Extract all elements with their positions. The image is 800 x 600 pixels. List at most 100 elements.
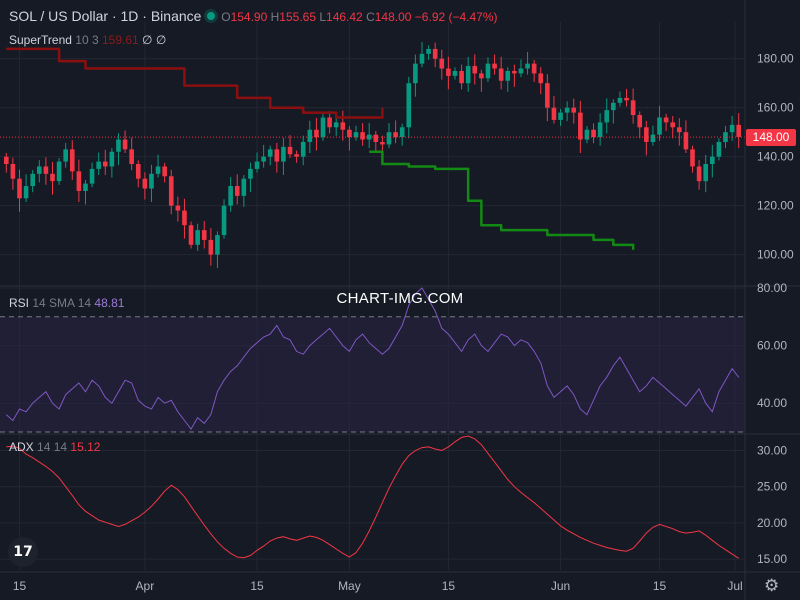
candle-body (340, 122, 346, 130)
candle-body (578, 112, 583, 140)
candle-body (360, 132, 365, 140)
candle-body (294, 154, 299, 157)
rsi-line (5, 287, 740, 431)
rsi-name: RSI (9, 296, 30, 310)
adx-tick-label: 25.00 (757, 480, 787, 494)
price-tick-label: 140.00 (757, 150, 794, 164)
rsi-tick-label: 40.00 (757, 396, 787, 410)
candle-body (617, 97, 623, 103)
rsi-legend[interactable]: RSI 14 SMA 14 48.81 (9, 296, 124, 310)
candle-body (657, 117, 662, 135)
x-tick-label: 15 (442, 579, 456, 593)
chart-legend-header: SOL / US Dollar · 1D · Binance O154.90 H… (9, 8, 498, 24)
candle-body (512, 70, 517, 74)
candle-body (287, 146, 293, 155)
candle-body (122, 139, 128, 150)
candle-body (129, 149, 134, 165)
candle-body (36, 166, 42, 174)
x-tick-label: 15 (653, 579, 667, 593)
candle-body (525, 63, 530, 69)
candle-body (485, 63, 491, 79)
candle-body (155, 166, 161, 174)
candle-body (538, 73, 544, 84)
candle-body (307, 129, 313, 142)
candle-body (89, 168, 95, 184)
watermark: CHART-IMG.COM (336, 290, 464, 307)
candle-body (23, 186, 29, 199)
adx-legend[interactable]: ADX 14 14 15.12 (9, 440, 100, 454)
candle-body (43, 166, 49, 174)
candle-body (10, 164, 16, 179)
candle-body (168, 176, 174, 206)
candle-body (234, 186, 240, 196)
candle-body (353, 132, 359, 138)
candle-body (142, 178, 148, 189)
symbol-title[interactable]: SOL / US Dollar · 1D · Binance (9, 8, 202, 24)
candle-body (201, 230, 207, 240)
candle-body (347, 129, 352, 138)
adx-value: 15.12 (70, 440, 101, 454)
supertrend-up-line (369, 150, 635, 250)
candle-body (644, 127, 649, 142)
tradingview-logo[interactable]: 17 (8, 537, 38, 567)
x-tick-label: Jul (727, 579, 742, 593)
rsi-series (5, 287, 740, 431)
candle-body (413, 63, 418, 84)
candle-body (399, 127, 405, 138)
market-status-icon (205, 8, 217, 24)
candle-body (459, 70, 464, 84)
x-tick-label: Jun (551, 579, 570, 593)
candle-body (677, 127, 682, 133)
candle-body (333, 122, 339, 128)
supertrend-legend[interactable]: SuperTrend 10 3 159.61 ∅ ∅ (9, 33, 166, 47)
candle-body (670, 122, 676, 128)
candle-body (109, 151, 115, 167)
supertrend-lines (6, 47, 635, 250)
candle-body (564, 107, 570, 113)
candle-body (76, 171, 82, 191)
candle-body (300, 141, 306, 157)
adx-params: 14 14 (37, 440, 68, 454)
candle-body (709, 156, 715, 165)
adx-tick-label: 15.00 (757, 552, 787, 566)
candle-body (102, 161, 108, 167)
candle-body (373, 134, 379, 142)
candle-body (683, 132, 689, 150)
candle-body (446, 68, 451, 76)
candle-body (327, 117, 332, 128)
adx-series (6, 435, 739, 559)
rsi-tick-label: 60.00 (757, 339, 787, 353)
price-tick-label: 180.00 (757, 52, 794, 66)
gear-icon[interactable]: ⚙ (764, 576, 780, 595)
supertrend-down-line (6, 47, 384, 119)
rsi-band-fill (0, 316, 745, 432)
supertrend-params: 10 3 (75, 33, 99, 47)
candle-body (182, 210, 187, 226)
candle-body (50, 173, 55, 182)
candle-body (492, 63, 497, 69)
candle-body (116, 139, 121, 152)
ohlc-values: O154.90 H155.65 L146.42 C148.00 −6.92 (−… (221, 10, 498, 24)
x-tick-label: Apr (136, 579, 155, 593)
candle-body (3, 156, 9, 165)
candle-body (531, 63, 537, 74)
candle-body (650, 134, 656, 142)
candle-body (716, 141, 722, 157)
candle-body (248, 168, 253, 179)
candle-body (188, 225, 194, 245)
candle-body (663, 117, 669, 123)
supertrend-empty-icons: ∅ ∅ (142, 33, 167, 47)
candle-body (637, 115, 643, 128)
supertrend-value: 159.61 (101, 33, 139, 47)
candle-body (314, 129, 319, 138)
candle-body (432, 48, 438, 59)
candle-body (498, 68, 504, 81)
candle-body (254, 161, 260, 169)
supertrend-name: SuperTrend (9, 33, 72, 47)
candle-body (479, 73, 484, 79)
rsi-tick-label: 80.00 (757, 281, 787, 295)
candle-body (551, 107, 557, 120)
candle-body (221, 205, 227, 236)
